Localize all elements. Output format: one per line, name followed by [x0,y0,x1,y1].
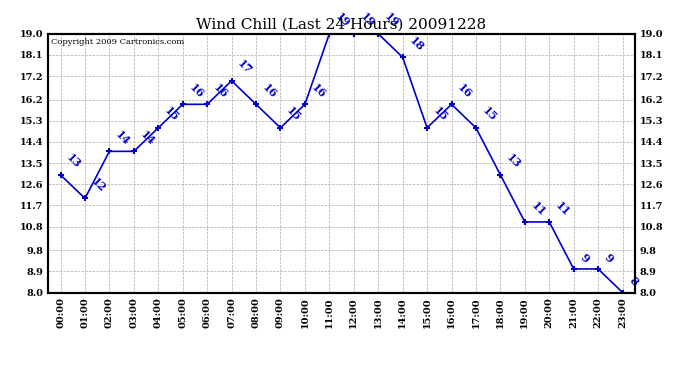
Text: 15: 15 [431,105,450,124]
Text: 9: 9 [578,252,591,265]
Text: 16: 16 [260,81,279,100]
Text: 16: 16 [211,81,230,100]
Text: 16: 16 [309,81,328,100]
Text: 13: 13 [65,152,83,171]
Text: 11: 11 [529,199,548,218]
Text: 15: 15 [480,105,499,124]
Text: 9: 9 [602,252,615,265]
Text: 14: 14 [138,129,157,147]
Text: 15: 15 [284,105,304,124]
Text: Copyright 2009 Cartronics.com: Copyright 2009 Cartronics.com [51,38,184,46]
Text: 18: 18 [407,34,426,53]
Text: 17: 17 [236,58,255,76]
Text: 16: 16 [187,81,206,100]
Text: 16: 16 [455,81,474,100]
Text: 19: 19 [382,11,401,30]
Text: 19: 19 [333,11,352,30]
Title: Wind Chill (Last 24 Hours) 20091228: Wind Chill (Last 24 Hours) 20091228 [197,17,486,31]
Text: 15: 15 [162,105,181,124]
Text: 11: 11 [553,199,572,218]
Text: 14: 14 [114,129,132,147]
Text: 19: 19 [358,11,377,30]
Text: 12: 12 [89,176,108,194]
Text: 8: 8 [627,275,640,288]
Text: 13: 13 [504,152,523,171]
